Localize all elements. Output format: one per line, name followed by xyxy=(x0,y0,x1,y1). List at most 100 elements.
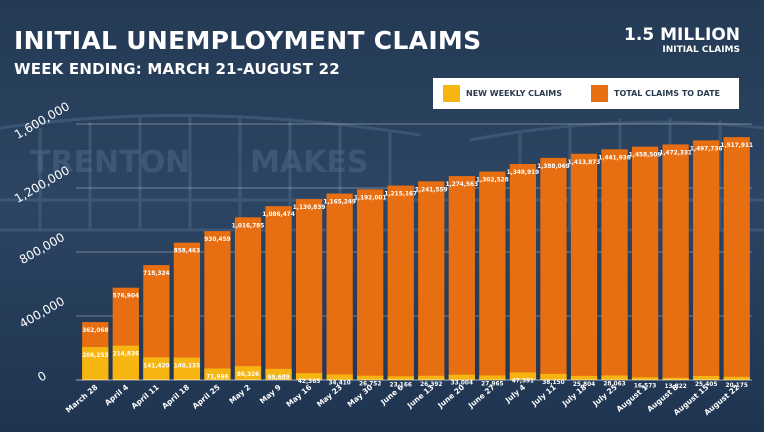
y-tick-label: 1,200,000 xyxy=(12,163,72,206)
weekly-value-label: 20,175 xyxy=(726,383,748,389)
weekly-bar xyxy=(418,375,445,380)
x-tick-label: May 16 xyxy=(284,383,313,409)
weekly-value-label: 28,063 xyxy=(603,382,625,388)
weekly-value-label: 86,326 xyxy=(237,372,259,378)
total-value-label: 1,130,839 xyxy=(293,205,326,211)
legend-label-total: TOTAL CLAIMS TO DATE xyxy=(614,89,720,98)
legend-item-weekly: NEW WEEKLY CLAIMS xyxy=(443,85,562,102)
total-bar xyxy=(448,176,475,380)
weekly-bar xyxy=(387,376,414,380)
total-bar xyxy=(326,193,353,380)
total-value-label: 1,413,873 xyxy=(568,160,601,166)
chart-title: INITIAL UNEMPLOYMENT CLAIMS xyxy=(14,26,482,55)
total-bar xyxy=(295,199,323,380)
total-bar xyxy=(234,217,262,380)
total-value-label: 1,274,563 xyxy=(445,182,478,188)
weekly-bar xyxy=(662,377,689,380)
legend-swatch-total xyxy=(591,85,608,102)
weekly-bar xyxy=(204,368,231,380)
weekly-bar xyxy=(601,375,628,380)
weekly-value-label: 42,365 xyxy=(298,379,320,385)
x-tick-label: July 4 xyxy=(503,383,527,406)
total-value-label: 1,016,785 xyxy=(232,223,265,229)
total-bar xyxy=(479,171,506,380)
weekly-value-label: 71,996 xyxy=(206,374,228,380)
total-value-label: 1,215,167 xyxy=(384,192,417,198)
total-bar xyxy=(204,231,231,380)
total-value-label: 1,349,919 xyxy=(507,170,540,176)
total-bar xyxy=(693,140,720,380)
x-tick-label: May 2 xyxy=(227,383,252,406)
weekly-value-label: 206,253 xyxy=(82,353,108,359)
x-tick-label: April 4 xyxy=(103,383,130,408)
weekly-bar xyxy=(265,368,292,380)
total-bar xyxy=(631,146,659,380)
weekly-bar xyxy=(540,373,567,380)
weekly-bar xyxy=(234,366,262,380)
total-value-label: 576,904 xyxy=(113,294,139,300)
weekly-value-label: 214,836 xyxy=(113,352,139,358)
weekly-bar xyxy=(570,375,598,380)
weekly-bar xyxy=(326,374,353,380)
weekly-value-label: 27,965 xyxy=(481,382,503,388)
total-bar xyxy=(509,164,537,380)
total-bar xyxy=(418,181,445,380)
weekly-bar xyxy=(723,376,750,380)
y-tick-label: 1,600,000 xyxy=(12,99,72,142)
total-value-label: 1,517,911 xyxy=(720,143,753,149)
total-bar xyxy=(723,137,750,380)
sign-word-trenton: TRENTON xyxy=(30,145,190,180)
weekly-value-label: 25,405 xyxy=(695,382,717,388)
headline-label: INITIAL CLAIMS xyxy=(662,45,740,55)
y-tick-label: 800,000 xyxy=(17,230,67,267)
weekly-value-label: 13,822 xyxy=(664,384,686,390)
total-value-label: 930,459 xyxy=(204,237,230,243)
x-tick-label: May 23 xyxy=(315,383,344,409)
total-value-label: 1,302,528 xyxy=(476,178,509,184)
weekly-bar xyxy=(479,375,506,380)
weekly-value-label: 16,573 xyxy=(634,383,656,389)
weekly-value-label: 141,420 xyxy=(143,363,169,369)
total-bar xyxy=(601,149,628,380)
total-bar xyxy=(570,153,598,380)
total-value-label: 1,458,509 xyxy=(629,153,662,159)
weekly-value-label: 23,166 xyxy=(390,382,412,388)
weekly-bar xyxy=(173,357,201,380)
weekly-value-label: 34,410 xyxy=(328,380,350,386)
weekly-bar xyxy=(693,375,720,380)
total-value-label: 1,165,249 xyxy=(323,200,356,206)
x-tick-label: April 18 xyxy=(160,383,191,411)
total-value-label: 1,441,936 xyxy=(598,155,631,161)
total-value-label: 1,086,474 xyxy=(262,212,295,218)
total-value-label: 362,068 xyxy=(82,328,108,334)
total-value-label: 718,324 xyxy=(143,271,169,277)
weekly-value-label: 25,804 xyxy=(573,382,595,388)
weekly-value-label: 26,392 xyxy=(420,382,442,388)
weekly-value-label: 47,391 xyxy=(512,378,534,384)
weekly-value-label: 140,135 xyxy=(174,364,200,370)
y-tick-label: 0 xyxy=(35,369,49,385)
legend-label-weekly: NEW WEEKLY CLAIMS xyxy=(466,89,563,98)
total-value-label: 1,472,331 xyxy=(659,150,692,156)
x-tick-label: July 11 xyxy=(529,383,557,409)
headline-stat: 1.5 MILLION INITIAL CLAIMS xyxy=(624,26,740,56)
total-value-label: 1,241,559 xyxy=(415,187,448,193)
weekly-bar xyxy=(509,372,537,380)
x-tick-label: May 9 xyxy=(258,383,283,406)
headline-value: 1.5 MILLION xyxy=(624,25,740,45)
weekly-bar xyxy=(82,346,109,380)
y-tick-label: 400,000 xyxy=(17,294,67,331)
chart-subtitle: WEEK ENDING: MARCH 21-AUGUST 22 xyxy=(14,60,340,78)
weekly-value-label: 26,752 xyxy=(359,382,381,388)
weekly-value-label: 38,150 xyxy=(542,380,564,386)
total-value-label: 1,192,001 xyxy=(354,195,387,201)
total-value-label: 1,497,736 xyxy=(690,146,723,152)
legend-item-total: TOTAL CLAIMS TO DATE xyxy=(591,85,720,102)
weekly-bar xyxy=(143,357,170,380)
total-bar xyxy=(265,206,292,380)
weekly-bar xyxy=(631,377,659,380)
weekly-bar xyxy=(295,373,323,380)
weekly-bar xyxy=(112,345,139,380)
chart-legend: NEW WEEKLY CLAIMS TOTAL CLAIMS TO DATE xyxy=(433,78,739,109)
